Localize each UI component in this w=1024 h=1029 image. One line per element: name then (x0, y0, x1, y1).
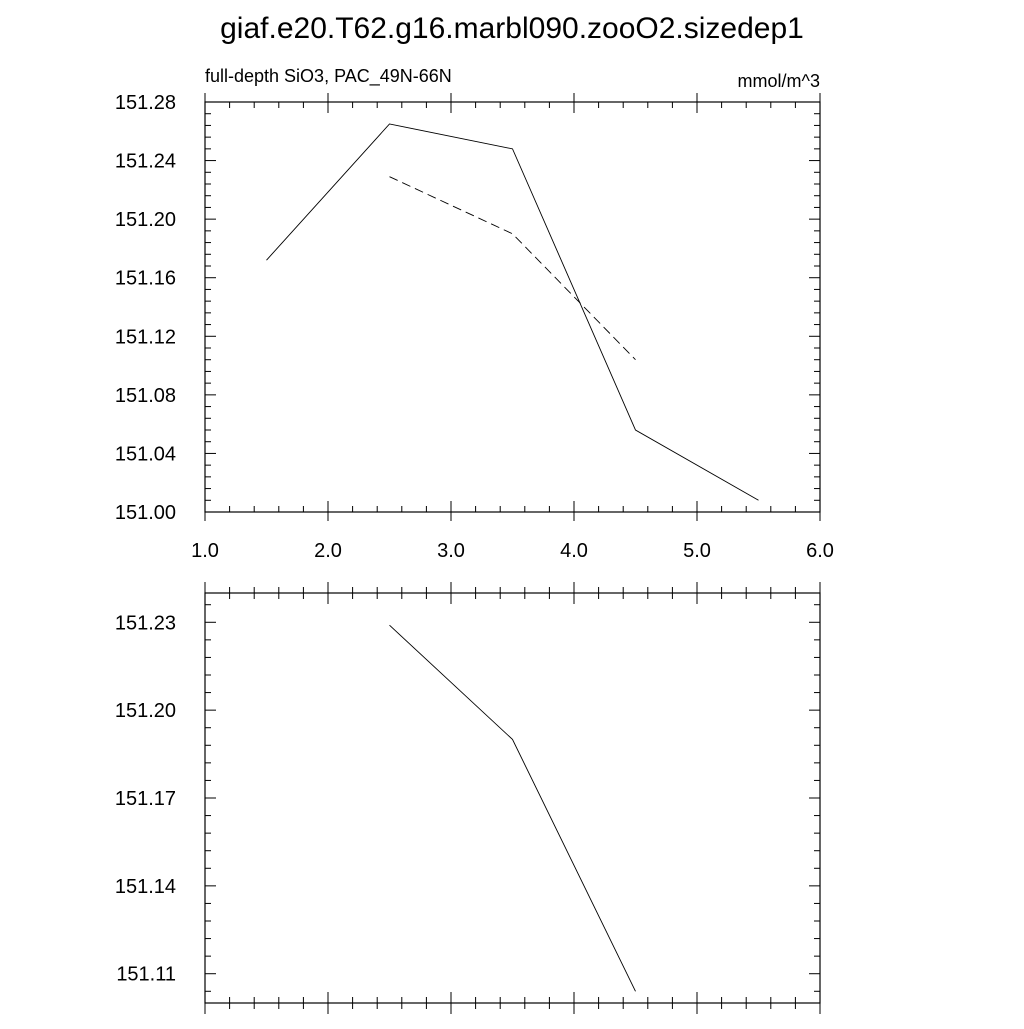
x-tick-label: 5.0 (683, 540, 711, 562)
y-tick-label: 151.14 (115, 876, 176, 898)
panel-bottom: 151.11 151.14 151.17 151.20 151.23 (115, 582, 821, 1014)
y-tick-label: 151.24 (115, 151, 176, 173)
y-tick-label: 151.04 (115, 443, 176, 465)
y-tick-label: 151.20 (115, 209, 176, 231)
y-tick-label: 151.12 (115, 326, 176, 348)
x-tick-label: 6.0 (806, 540, 834, 562)
y-tick-label: 151.17 (115, 788, 176, 810)
x-tick-label: 4.0 (560, 540, 588, 562)
y-tick-label: 151.08 (115, 385, 176, 407)
y-tick-label: 151.20 (115, 700, 176, 722)
x-tick-label: 3.0 (437, 540, 465, 562)
series-line-1 (266, 123, 759, 501)
plot-frame (204, 101, 821, 513)
panel1-units-label: mmol/m^3 (738, 71, 820, 91)
series-line-1 (389, 624, 636, 992)
plot-frame (204, 592, 821, 1004)
panel1-subtitle-left: full-depth SiO3, PAC_49N-66N (205, 66, 452, 87)
y-tick-label: 151.11 (116, 964, 176, 986)
x-tick-label: 1.0 (191, 540, 219, 562)
chart-title: giaf.e20.T62.g16.marbl090.zooO2.sizedep1 (220, 12, 804, 45)
panel-top: 1.0 2.0 3.0 4.0 5.0 6.0 151.00 151.04 151.08 151.… (115, 92, 834, 562)
y-tick-label: 151.00 (115, 502, 176, 524)
y-tick-label: 151.23 (115, 612, 176, 634)
series-line-2 (389, 176, 636, 361)
y-tick-label: 151.28 (115, 92, 176, 114)
x-tick-label: 2.0 (314, 540, 342, 562)
y-tick-label: 151.16 (115, 268, 176, 290)
